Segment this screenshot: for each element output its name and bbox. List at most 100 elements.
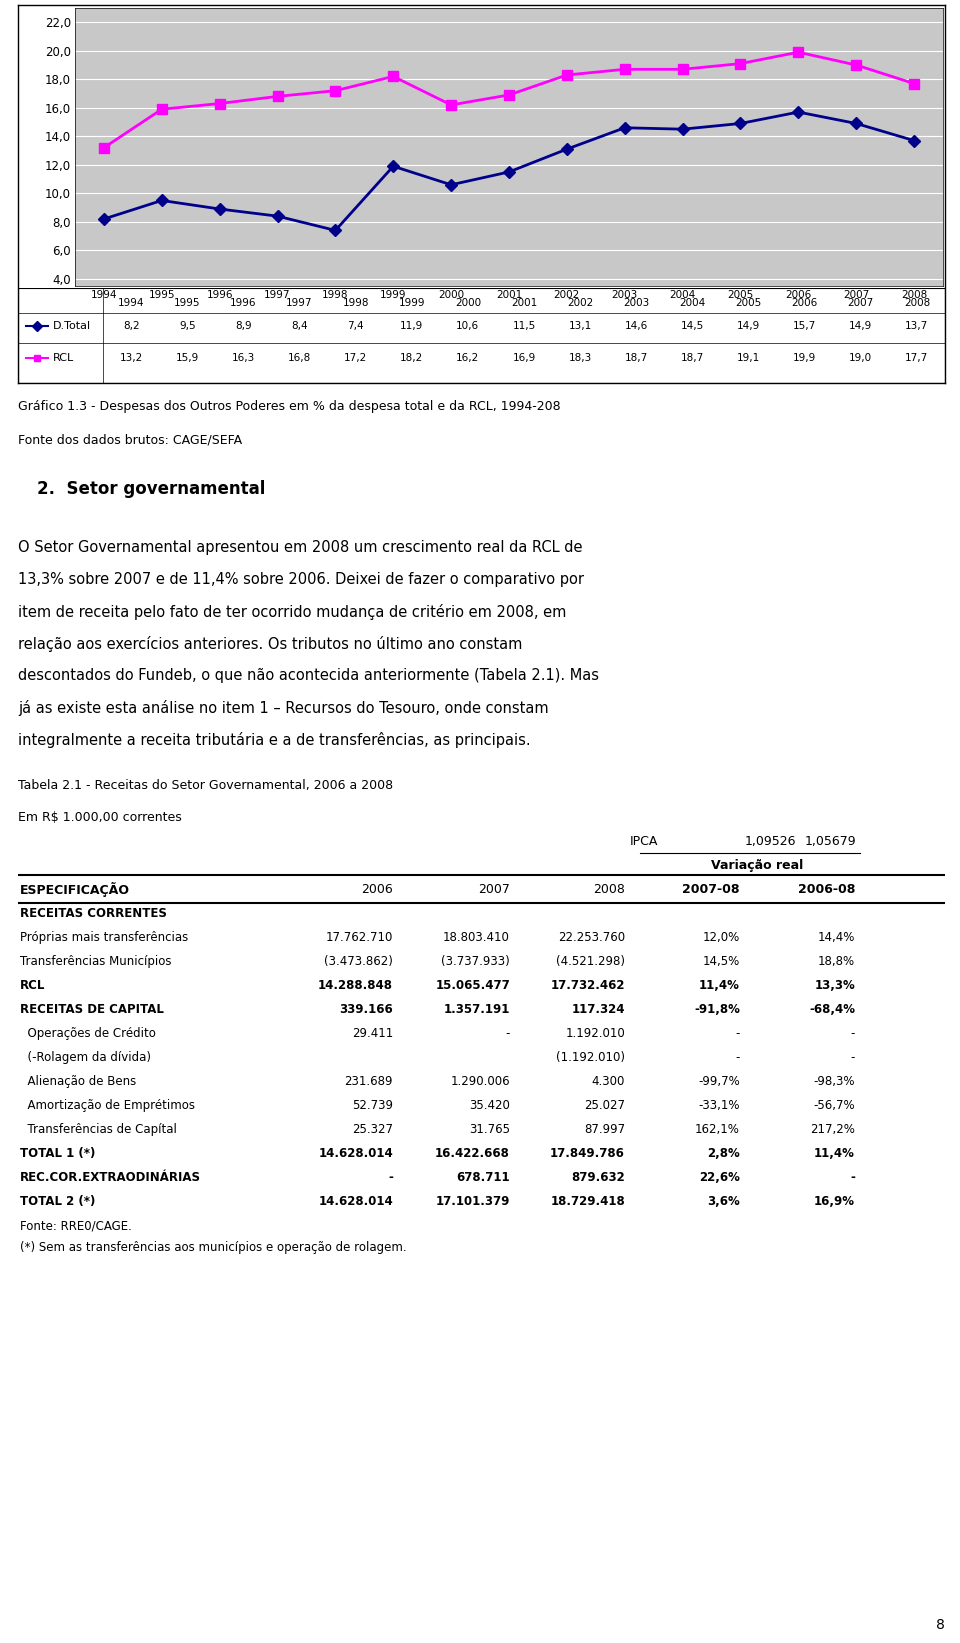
Text: 2002: 2002 [567,297,593,307]
Text: item de receita pelo fato de ter ocorrido mudança de critério em 2008, em: item de receita pelo fato de ter ocorrid… [18,605,566,619]
Text: 16,8: 16,8 [288,353,311,363]
Text: 14.628.014: 14.628.014 [319,1196,393,1208]
Text: 18,3: 18,3 [568,353,591,363]
Text: descontados do Fundeb, o que não acontecida anteriormente (Tabela 2.1). Mas: descontados do Fundeb, o que não acontec… [18,669,599,683]
Text: 11,4%: 11,4% [814,1147,855,1160]
Text: 18,7: 18,7 [681,353,704,363]
Text: 14,4%: 14,4% [818,932,855,945]
Text: (*) Sem as transferências aos municípios e operação de rolagem.: (*) Sem as transferências aos municípios… [20,1240,407,1254]
Text: (4.521.298): (4.521.298) [556,955,625,968]
Text: 52.739: 52.739 [352,1099,393,1112]
Text: 2001: 2001 [511,297,538,307]
Text: integralmente a receita tributária e a de transferências, as principais.: integralmente a receita tributária e a d… [18,733,531,748]
Text: 8: 8 [936,1618,945,1631]
Text: 22.253.760: 22.253.760 [558,932,625,945]
Text: -: - [735,1052,740,1065]
Text: 14.628.014: 14.628.014 [319,1147,393,1160]
Text: 10,6: 10,6 [456,320,479,330]
Text: (-Rolagem da dívida): (-Rolagem da dívida) [20,1052,151,1065]
Text: 11,5: 11,5 [513,320,536,330]
Text: 2005: 2005 [735,297,761,307]
Text: 2003: 2003 [623,297,649,307]
Text: 2008: 2008 [593,884,625,897]
Text: 8,9: 8,9 [235,320,252,330]
Text: 16,9%: 16,9% [814,1196,855,1208]
Text: TOTAL 2 (*): TOTAL 2 (*) [20,1196,95,1208]
Text: 29.411: 29.411 [351,1027,393,1040]
Text: 2007-08: 2007-08 [683,884,740,897]
Text: 1.192.010: 1.192.010 [565,1027,625,1040]
Text: 11,9: 11,9 [400,320,423,330]
Text: 13,2: 13,2 [119,353,143,363]
Text: Variação real: Variação real [711,859,804,872]
Text: Operações de Crédito: Operações de Crédito [20,1027,156,1040]
Text: D.Total: D.Total [53,320,91,330]
Text: 11,4%: 11,4% [699,979,740,992]
Text: -98,3%: -98,3% [813,1075,855,1088]
Text: IPCA: IPCA [630,835,659,848]
Text: RCL: RCL [53,353,74,363]
Text: 117.324: 117.324 [571,1004,625,1017]
Text: 18,7: 18,7 [625,353,648,363]
Text: 12,0%: 12,0% [703,932,740,945]
Text: 2007: 2007 [848,297,874,307]
Text: 1994: 1994 [118,297,144,307]
Text: (1.192.010): (1.192.010) [556,1052,625,1065]
Text: 14,5%: 14,5% [703,955,740,968]
Text: 1,05679: 1,05679 [805,835,856,848]
Text: 2007: 2007 [478,884,510,897]
Text: 19,9: 19,9 [793,353,816,363]
Text: 15.065.477: 15.065.477 [435,979,510,992]
Text: 16,9: 16,9 [513,353,536,363]
Text: 14,6: 14,6 [625,320,648,330]
Text: Próprias mais transferências: Próprias mais transferências [20,932,188,945]
Text: 4.300: 4.300 [591,1075,625,1088]
Text: -91,8%: -91,8% [694,1004,740,1017]
Text: 9,5: 9,5 [179,320,196,330]
Text: Transferências de Capítal: Transferências de Capítal [20,1124,177,1137]
Text: 17.762.710: 17.762.710 [325,932,393,945]
Text: 1996: 1996 [230,297,256,307]
Text: 35.420: 35.420 [469,1099,510,1112]
Text: 2.  Setor governamental: 2. Setor governamental [36,480,265,498]
Text: 19,0: 19,0 [850,353,873,363]
Text: 16.422.668: 16.422.668 [435,1147,510,1160]
Text: 8,4: 8,4 [291,320,308,330]
Text: 17,7: 17,7 [905,353,928,363]
Text: ESPECIFICAÇÃO: ESPECIFICAÇÃO [20,882,130,897]
Text: 2,8%: 2,8% [708,1147,740,1160]
Text: 18.803.410: 18.803.410 [444,932,510,945]
Text: 17.732.462: 17.732.462 [550,979,625,992]
Text: 18.729.418: 18.729.418 [550,1196,625,1208]
Text: 13,3%: 13,3% [814,979,855,992]
Text: 25.027: 25.027 [584,1099,625,1112]
Text: 14.288.848: 14.288.848 [318,979,393,992]
Text: 339.166: 339.166 [339,1004,393,1017]
Text: -: - [851,1052,855,1065]
Text: 3,6%: 3,6% [708,1196,740,1208]
Text: 25.327: 25.327 [352,1124,393,1137]
Text: -68,4%: -68,4% [809,1004,855,1017]
Text: 1995: 1995 [174,297,201,307]
Text: 2006: 2006 [792,297,818,307]
Text: -: - [506,1027,510,1040]
Text: 13,1: 13,1 [568,320,591,330]
Text: 17.849.786: 17.849.786 [550,1147,625,1160]
Text: Tabela 2.1 - Receitas do Setor Governamental, 2006 a 2008: Tabela 2.1 - Receitas do Setor Govername… [18,779,394,792]
Text: 1999: 1999 [398,297,425,307]
Text: 31.765: 31.765 [469,1124,510,1137]
Text: Fonte: RRE0/CAGE.: Fonte: RRE0/CAGE. [20,1219,132,1232]
Text: 18,2: 18,2 [400,353,423,363]
Text: 15,7: 15,7 [793,320,816,330]
Text: -56,7%: -56,7% [813,1099,855,1112]
Text: O Setor Governamental apresentou em 2008 um crescimento real da RCL de: O Setor Governamental apresentou em 2008… [18,541,583,555]
Text: REC.COR.EXTRAODINÁRIAS: REC.COR.EXTRAODINÁRIAS [20,1171,201,1185]
Text: 7,4: 7,4 [348,320,364,330]
Text: 2006-08: 2006-08 [798,884,855,897]
Text: RCL: RCL [20,979,45,992]
Text: 2000: 2000 [455,297,481,307]
Text: 678.711: 678.711 [456,1171,510,1185]
Text: RECEITAS DE CAPITAL: RECEITAS DE CAPITAL [20,1004,164,1017]
Text: 2004: 2004 [680,297,706,307]
Text: Amortização de Emprétimos: Amortização de Emprétimos [20,1099,195,1112]
